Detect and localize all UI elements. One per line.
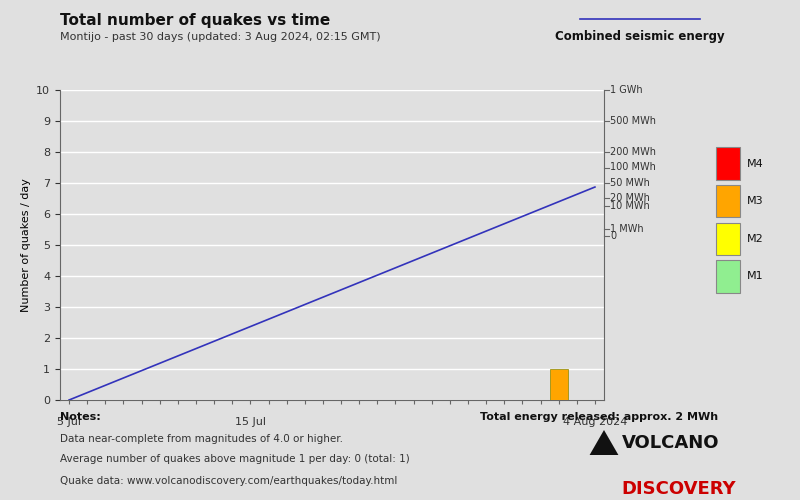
Y-axis label: Number of quakes / day: Number of quakes / day (21, 178, 30, 312)
Text: Total energy released: approx. 2 MWh: Total energy released: approx. 2 MWh (480, 412, 718, 422)
Text: DISCOVERY: DISCOVERY (622, 480, 736, 498)
Text: 1 GWh: 1 GWh (610, 85, 643, 95)
Text: 20 MWh: 20 MWh (610, 194, 650, 203)
Text: Total number of quakes vs time: Total number of quakes vs time (60, 12, 330, 28)
Text: 15 Jul: 15 Jul (235, 417, 266, 427)
Text: 200 MWh: 200 MWh (610, 147, 656, 157)
Text: VOLCANO: VOLCANO (622, 434, 719, 452)
Text: M1: M1 (746, 271, 763, 281)
Text: 1 MWh: 1 MWh (610, 224, 644, 234)
Text: Combined seismic energy: Combined seismic energy (555, 30, 725, 43)
Text: M2: M2 (746, 234, 763, 244)
Bar (550, 369, 568, 400)
Text: 4 Aug 2024: 4 Aug 2024 (562, 417, 627, 427)
Text: 0: 0 (610, 230, 617, 240)
Text: Notes:: Notes: (60, 412, 101, 422)
Text: Quake data: www.volcanodiscovery.com/earthquakes/today.html: Quake data: www.volcanodiscovery.com/ear… (60, 476, 398, 486)
Text: 5 Jul: 5 Jul (57, 417, 81, 427)
Text: Montijo - past 30 days (updated: 3 Aug 2024, 02:15 GMT): Montijo - past 30 days (updated: 3 Aug 2… (60, 32, 381, 42)
Text: 100 MWh: 100 MWh (610, 162, 656, 172)
Text: M3: M3 (746, 196, 763, 206)
Text: 50 MWh: 50 MWh (610, 178, 650, 188)
Text: Average number of quakes above magnitude 1 per day: 0 (total: 1): Average number of quakes above magnitude… (60, 454, 410, 464)
Text: M4: M4 (746, 159, 763, 169)
Text: Data near-complete from magnitudes of 4.0 or higher.: Data near-complete from magnitudes of 4.… (60, 434, 343, 444)
Text: 10 MWh: 10 MWh (610, 201, 650, 211)
Text: 500 MWh: 500 MWh (610, 116, 656, 126)
